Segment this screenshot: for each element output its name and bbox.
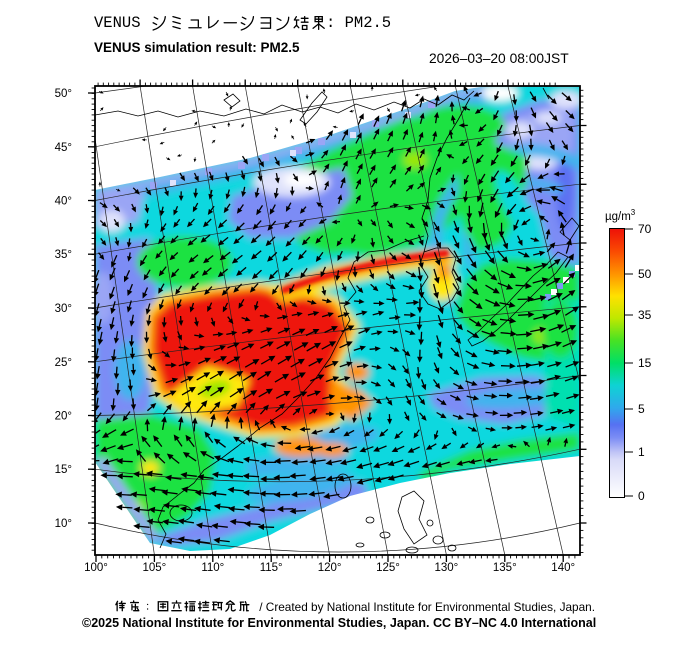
svg-text:40°: 40° — [55, 196, 72, 208]
svg-text:45°: 45° — [55, 142, 72, 154]
svg-text:10°: 10° — [55, 518, 72, 530]
svg-text:140°: 140° — [551, 562, 575, 574]
svg-text:105°: 105° — [143, 562, 167, 574]
svg-text:35°: 35° — [55, 249, 72, 261]
svg-text:110°: 110° — [201, 562, 224, 574]
svg-text:135°: 135° — [493, 562, 517, 574]
svg-text:120°: 120° — [318, 562, 342, 574]
svg-text:50°: 50° — [55, 88, 72, 100]
svg-text:125°: 125° — [376, 562, 400, 574]
svg-text:100°: 100° — [84, 562, 108, 574]
svg-text:25°: 25° — [55, 357, 72, 369]
svg-text:20°: 20° — [55, 411, 72, 423]
svg-text:15°: 15° — [55, 464, 72, 476]
svg-text:30°: 30° — [55, 303, 72, 315]
svg-text:115°: 115° — [260, 562, 283, 574]
svg-text:130°: 130° — [435, 562, 459, 574]
